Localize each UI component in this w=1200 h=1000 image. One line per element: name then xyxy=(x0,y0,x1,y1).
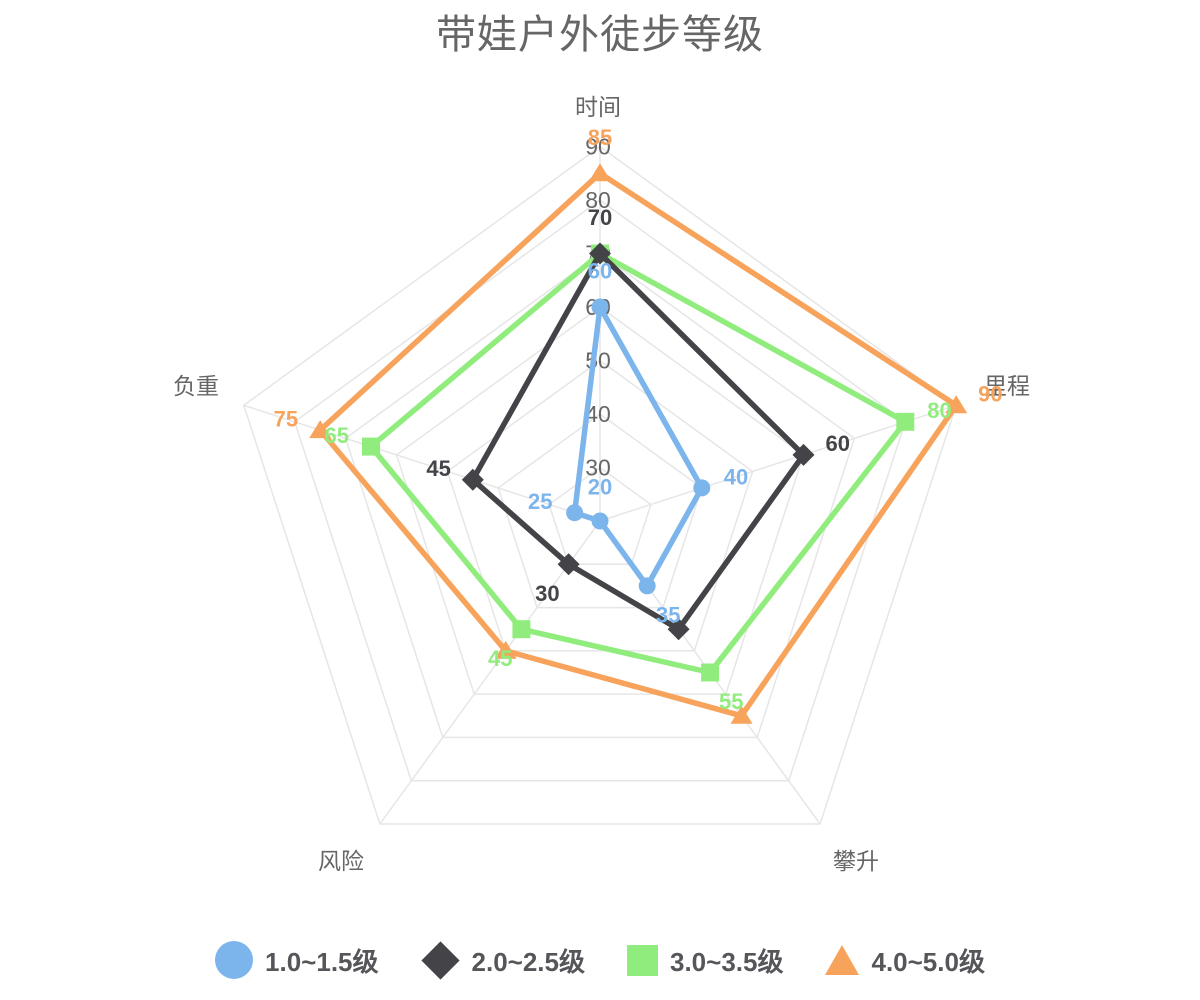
legend-item-level-1[interactable]: 1.0~1.5级 xyxy=(215,941,379,979)
radar-series-0[interactable] xyxy=(566,298,711,595)
axis-name-label: 负重 xyxy=(173,373,219,399)
legend-label: 4.0~5.0级 xyxy=(871,946,985,977)
data-label: 45 xyxy=(426,456,450,481)
series-polygon xyxy=(470,250,807,632)
legend-label: 3.0~3.5级 xyxy=(670,946,784,977)
data-label: 35 xyxy=(656,603,680,628)
grid-ring xyxy=(395,306,805,695)
data-point[interactable] xyxy=(566,504,584,522)
data-point[interactable] xyxy=(589,242,611,265)
grid-ring xyxy=(548,466,652,566)
data-point[interactable] xyxy=(638,577,656,595)
data-point[interactable] xyxy=(896,412,915,431)
data-label: 45 xyxy=(488,646,512,671)
grid-ring xyxy=(497,413,703,609)
series-polygon xyxy=(571,304,705,589)
data-label: 40 xyxy=(724,464,748,489)
data-label: 70 xyxy=(588,205,612,230)
data-point[interactable] xyxy=(701,663,720,682)
grid-ring xyxy=(344,252,856,739)
data-label: 85 xyxy=(588,125,612,150)
radar-series-1[interactable] xyxy=(461,242,815,641)
axis-tick-label: 50 xyxy=(585,348,611,374)
data-point[interactable] xyxy=(591,298,609,316)
legend-item-level-4[interactable]: 4.0~5.0级 xyxy=(825,942,985,979)
legend-item-level-3[interactable]: 3.0~3.5级 xyxy=(627,942,783,979)
axis-name-label: 时间 xyxy=(575,94,621,120)
data-label: 20 xyxy=(588,475,612,500)
triangle-icon xyxy=(825,945,860,975)
data-point[interactable] xyxy=(557,553,580,576)
axis-spoke xyxy=(243,404,601,522)
data-point[interactable] xyxy=(730,705,753,724)
data-label: 75 xyxy=(274,406,298,431)
data-label: 30 xyxy=(535,581,559,606)
legend-label: 2.0~2.5级 xyxy=(471,946,585,977)
legend-label: 1.0~1.5级 xyxy=(265,946,379,977)
axis-tick-label: 30 xyxy=(585,455,611,481)
square-icon xyxy=(627,944,658,976)
data-point[interactable] xyxy=(362,437,380,456)
legend-item-level-2[interactable]: 2.0~2.5级 xyxy=(420,940,585,980)
grid-ring xyxy=(446,359,754,652)
chart-legend: 1.0~1.5级 2.0~2.5级 3.0~3.5级 4.0~5.0级 xyxy=(0,940,1200,980)
axis-name-label: 攀升 xyxy=(833,848,879,874)
axis-name-label: 风险 xyxy=(318,848,364,874)
data-point[interactable] xyxy=(512,620,531,639)
data-point[interactable] xyxy=(494,640,517,659)
data-point[interactable] xyxy=(667,618,690,641)
data-point[interactable] xyxy=(792,443,815,466)
radar-series-3[interactable] xyxy=(309,163,968,724)
grid-ring xyxy=(242,145,958,825)
data-label: 80 xyxy=(927,398,951,423)
data-label: 25 xyxy=(528,489,552,514)
axis-name-label: 里程 xyxy=(984,373,1030,399)
data-label: 60 xyxy=(588,259,612,284)
data-label: 65 xyxy=(325,423,349,448)
axis-tick-label: 80 xyxy=(585,187,611,213)
data-label: 55 xyxy=(719,689,743,714)
chart-title: 带娃户外徒步等级 xyxy=(436,13,764,57)
data-point[interactable] xyxy=(693,479,711,497)
diamond-icon xyxy=(420,940,460,980)
data-label: 60 xyxy=(826,431,850,456)
axis-spoke xyxy=(379,520,601,825)
series-polygon xyxy=(317,170,959,719)
data-point[interactable] xyxy=(589,163,611,182)
data-label: 90 xyxy=(978,382,1002,407)
axis-tick-label: 90 xyxy=(585,134,611,160)
data-point[interactable] xyxy=(461,468,484,491)
data-point[interactable] xyxy=(591,512,609,530)
circle-icon xyxy=(215,941,254,979)
grid-ring xyxy=(293,199,907,782)
series-polygon xyxy=(368,250,909,676)
data-point[interactable] xyxy=(309,420,332,439)
data-point[interactable] xyxy=(945,395,968,414)
